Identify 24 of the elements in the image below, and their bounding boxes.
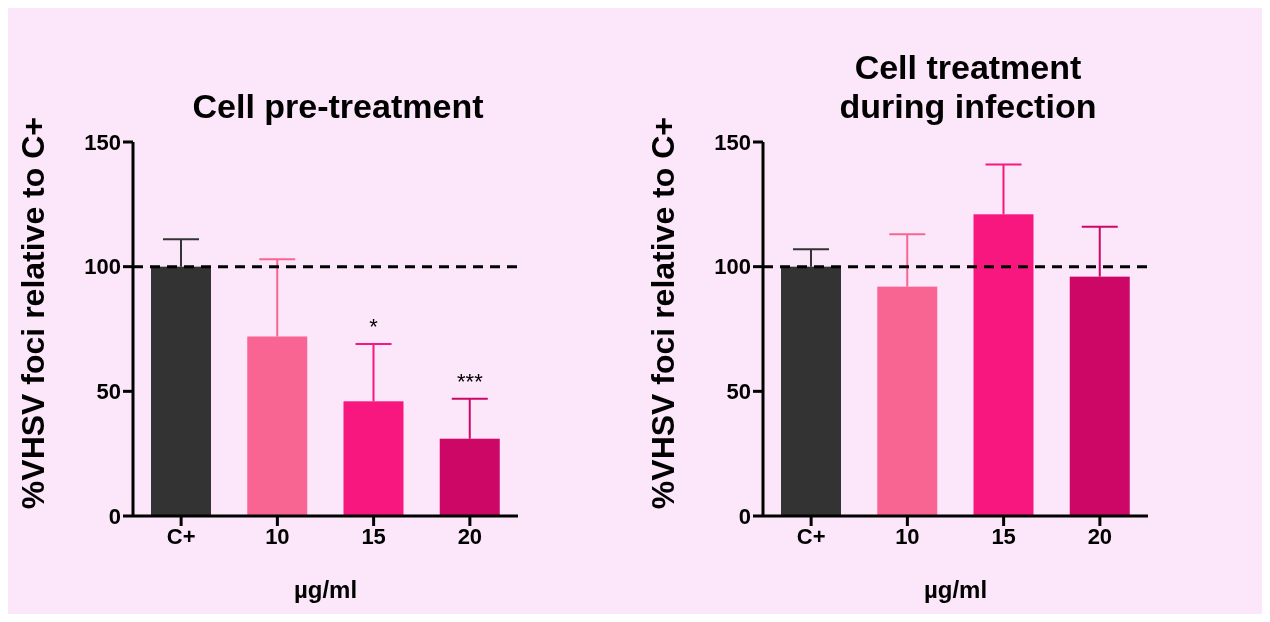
y-axis-title: %VHSV foci relative to C+	[14, 116, 52, 510]
x-axis-title: µg/ml	[923, 576, 988, 603]
annotation: *	[369, 313, 379, 339]
x-tick-label: 10	[265, 523, 290, 549]
x-tick-label: 15	[991, 523, 1016, 549]
x-tick-label: 20	[1087, 523, 1113, 549]
chart-title: Cell treatment during infection	[838, 47, 1098, 126]
y-tick-label: 50	[726, 379, 751, 405]
annotation: ***	[457, 368, 484, 394]
y-tick-label: 0	[108, 503, 121, 529]
y-tick-label: 100	[714, 254, 751, 280]
y-tick-label: 50	[96, 379, 121, 405]
y-tick-label: 0	[738, 503, 751, 529]
x-tick-label: 10	[895, 523, 920, 549]
chart-title: Cell pre-treatment	[191, 86, 485, 126]
y-tick-label: 150	[84, 129, 121, 155]
y-axis-title: %VHSV foci relative to C+	[644, 116, 682, 510]
x-tick-label: 15	[361, 523, 386, 549]
x-tick-label: 20	[457, 523, 483, 549]
x-tick-label: C+	[796, 523, 826, 549]
x-axis-title: µg/ml	[293, 576, 358, 603]
y-tick-label: 100	[84, 254, 121, 280]
x-tick-label: C+	[166, 523, 196, 549]
y-tick-label: 150	[714, 129, 751, 155]
